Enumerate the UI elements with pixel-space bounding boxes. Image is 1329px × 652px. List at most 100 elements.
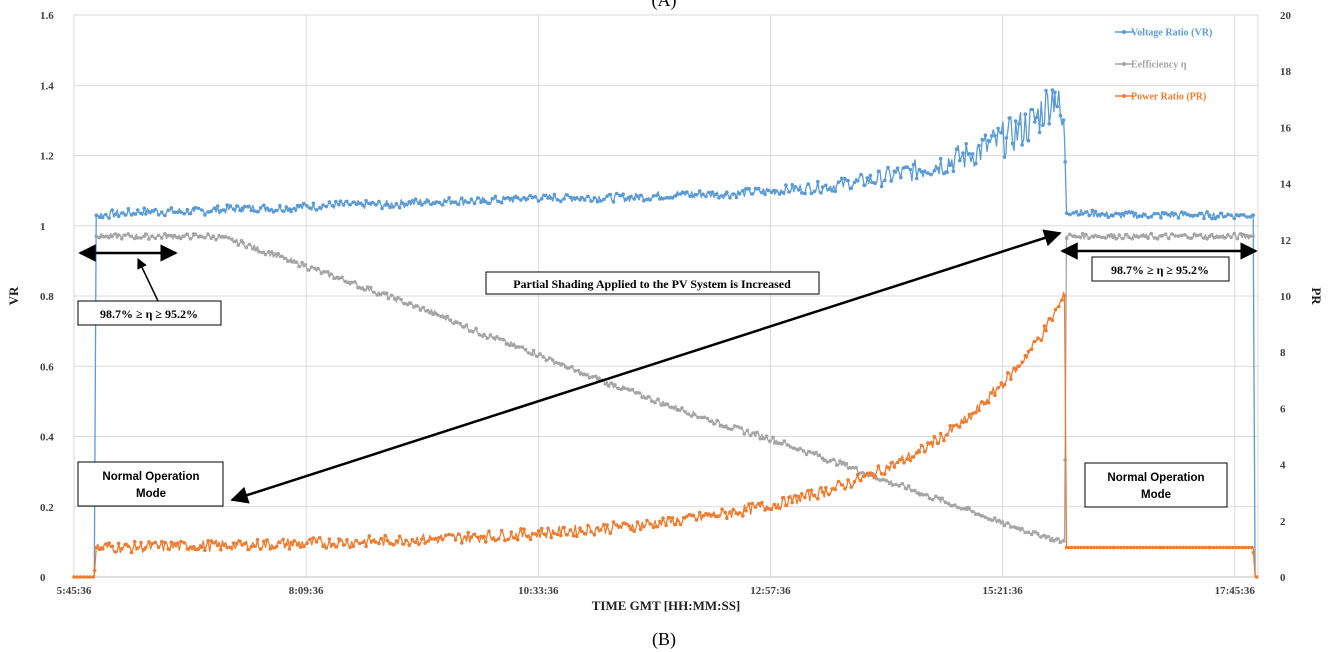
series-point [543, 193, 547, 198]
series-point [1074, 234, 1078, 239]
series-point [196, 235, 201, 239]
series-point [1138, 545, 1142, 550]
series-point [1195, 233, 1200, 238]
series-point [694, 518, 699, 522]
series-point [294, 260, 298, 265]
series-point [785, 443, 790, 447]
series-point [175, 541, 180, 545]
series-point [503, 538, 507, 543]
series-point [364, 198, 368, 203]
series-point [305, 204, 309, 208]
series-point [935, 166, 940, 171]
series-point [209, 209, 214, 214]
series-point [608, 192, 613, 197]
series-point [1148, 545, 1152, 550]
series-point [824, 486, 828, 490]
series-point [512, 536, 517, 540]
series-point [836, 180, 841, 184]
series-point [790, 500, 794, 505]
series-point [399, 297, 403, 302]
series-point [394, 539, 399, 543]
series-point [220, 234, 225, 239]
series-point [1120, 236, 1125, 241]
series-point [764, 434, 769, 439]
series-point [704, 194, 708, 199]
series-point [1098, 545, 1103, 550]
series-point [1194, 545, 1198, 550]
series-point [160, 210, 164, 214]
series-point [1227, 545, 1232, 550]
series-point [456, 202, 461, 207]
series-point [1235, 213, 1240, 218]
series-point [951, 169, 956, 173]
series-point [1179, 210, 1184, 214]
series-point [392, 297, 397, 301]
series-point [974, 410, 978, 415]
x-tick-label: 12:57:36 [750, 585, 791, 597]
series-point [356, 285, 360, 290]
series-point [852, 480, 857, 484]
series-point [1167, 236, 1171, 241]
series-point [1213, 235, 1217, 240]
series-point [680, 406, 684, 410]
series-point [139, 211, 143, 216]
series-point [918, 493, 922, 497]
series-point [938, 156, 943, 161]
series-point [717, 196, 721, 200]
series-point [1095, 545, 1099, 550]
series-point [361, 540, 365, 545]
series-point [129, 213, 134, 217]
series-point [503, 196, 507, 201]
series-point [144, 212, 148, 216]
legend-label: Eefficiency η [1131, 60, 1187, 71]
series-point [653, 400, 657, 405]
series-point [686, 412, 691, 416]
series-point [367, 534, 372, 538]
series-point [763, 508, 767, 512]
series-point [1234, 545, 1238, 550]
series-point [113, 212, 118, 217]
series-point [1160, 233, 1165, 238]
series-point [646, 394, 651, 399]
series-point [324, 546, 329, 550]
series-point [407, 200, 412, 204]
series-point [1175, 545, 1179, 550]
series-point [369, 285, 373, 290]
series-point [1125, 545, 1130, 550]
series-point [967, 506, 972, 511]
series-point [822, 458, 826, 463]
series-point [274, 208, 279, 213]
series-point [911, 455, 916, 459]
series-point [482, 332, 486, 337]
series-point [159, 236, 164, 240]
y-right-tick-label: 14 [1280, 179, 1292, 191]
series-point [699, 415, 703, 420]
series-point [1014, 367, 1018, 371]
series-point [552, 192, 557, 197]
series-point [816, 496, 820, 501]
series-point [235, 204, 239, 208]
series-point [450, 200, 455, 204]
series-point [1154, 545, 1158, 550]
series-point [839, 483, 844, 487]
series-point [573, 369, 577, 373]
normal-mode-right-line1: Normal Operation [1107, 472, 1204, 484]
series-point [1120, 211, 1125, 216]
series-point [321, 203, 325, 207]
series-point [485, 336, 490, 341]
series-point [1066, 545, 1071, 550]
series-point [1170, 232, 1174, 236]
series-point [1112, 545, 1117, 550]
series-point [949, 503, 954, 508]
series-point [852, 180, 857, 185]
series-point [726, 426, 731, 431]
series-point [139, 540, 143, 545]
series-point [474, 326, 478, 331]
series-point [456, 532, 461, 536]
series-point [1218, 545, 1222, 550]
series-point [651, 194, 656, 198]
series-point [391, 542, 396, 547]
series-point [1065, 211, 1069, 215]
series-point [1020, 143, 1024, 147]
series-point [308, 206, 313, 210]
